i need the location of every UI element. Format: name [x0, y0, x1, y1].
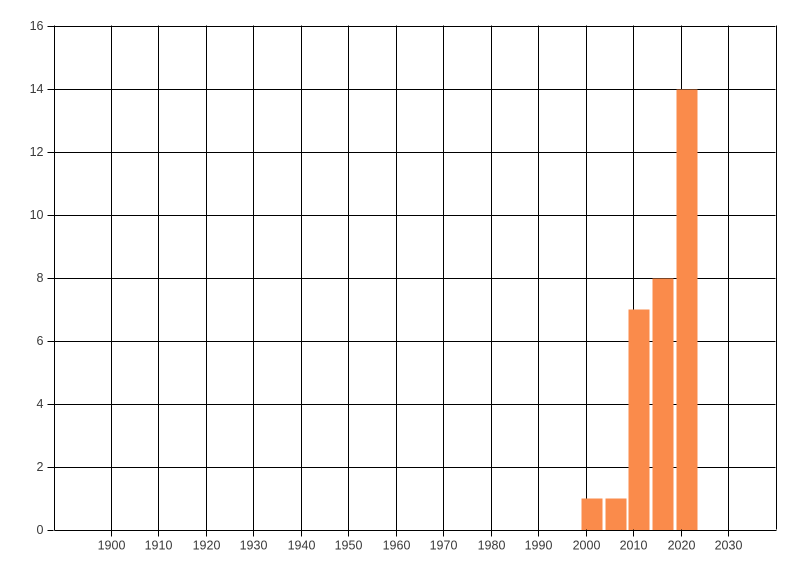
x-axis-tick-label: 1950: [335, 538, 363, 552]
bar[interactable]: [581, 498, 603, 531]
y-axis-tick-label: 10: [30, 208, 44, 222]
y-axis-tick-label: 14: [30, 82, 44, 96]
x-axis-tick-label: 1960: [383, 538, 411, 552]
x-axis-tick-label: 2020: [668, 538, 696, 552]
x-axis-tick-label: 1930: [240, 538, 268, 552]
y-axis-ticks: 0 2 4 6 8 10 12 14 16: [30, 19, 54, 537]
bar[interactable]: [652, 278, 674, 531]
bar[interactable]: [676, 89, 698, 531]
y-axis-tick-label: 6: [37, 334, 44, 348]
bar[interactable]: [628, 309, 650, 531]
x-axis-tick-label: 2000: [573, 538, 601, 552]
axes-group: [53, 25, 777, 532]
x-axis-tick-label: 1990: [525, 538, 553, 552]
y-axis-tick-label: 16: [30, 19, 44, 33]
y-axis-tick-label: 12: [30, 145, 44, 159]
bar[interactable]: [605, 498, 627, 531]
x-axis-tick-label: 1910: [145, 538, 173, 552]
x-axis-tick-label: 1940: [288, 538, 316, 552]
y-axis-tick-label: 4: [37, 397, 44, 411]
y-axis-tick-label: 0: [37, 523, 44, 537]
x-axis-tick-label: 1980: [478, 538, 506, 552]
grid-lines-horizontal: [53, 26, 776, 468]
x-axis-tick-label: 1920: [193, 538, 221, 552]
bars-group: [581, 89, 698, 531]
x-axis-ticks: 1900 1910 1920 1930 1940 1950 1960 1970 1980 1990…: [98, 529, 743, 552]
x-axis-tick-label: 1970: [430, 538, 458, 552]
y-axis-tick-label: 2: [37, 460, 44, 474]
x-axis-tick-label: 1900: [98, 538, 126, 552]
x-axis-tick-label: 2010: [620, 538, 648, 552]
y-axis-tick-label: 8: [37, 271, 44, 285]
x-axis-tick-label: 2030: [715, 538, 743, 552]
